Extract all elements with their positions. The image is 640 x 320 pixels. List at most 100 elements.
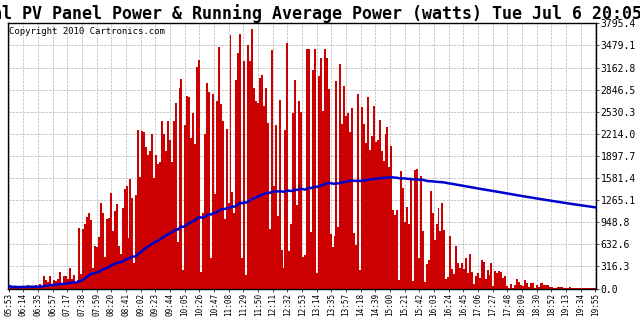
Bar [502, 278, 504, 289]
Bar [16, 288, 18, 289]
Bar [267, 123, 269, 289]
Bar [116, 204, 118, 289]
Bar [8, 286, 10, 289]
Bar [428, 260, 429, 289]
Bar [500, 272, 502, 289]
Bar [77, 280, 79, 289]
Bar [351, 108, 353, 289]
Bar [444, 229, 445, 289]
Bar [216, 101, 218, 289]
Bar [569, 287, 571, 289]
Bar [204, 134, 206, 289]
Bar [249, 61, 251, 289]
Bar [289, 251, 291, 289]
Bar [184, 125, 186, 289]
Bar [579, 288, 580, 289]
Bar [275, 125, 276, 289]
Bar [367, 98, 369, 289]
Bar [26, 286, 28, 289]
Bar [106, 219, 108, 289]
Bar [481, 260, 483, 289]
Bar [198, 60, 200, 289]
Bar [433, 240, 436, 289]
Text: Copyright 2010 Cartronics.com: Copyright 2010 Cartronics.com [9, 27, 165, 36]
Bar [72, 276, 74, 289]
Bar [39, 284, 41, 289]
Bar [263, 106, 265, 289]
Bar [259, 78, 261, 289]
Bar [499, 271, 500, 289]
Bar [355, 245, 357, 289]
Bar [86, 217, 88, 289]
Bar [479, 278, 481, 289]
Bar [221, 121, 223, 289]
Bar [65, 276, 67, 289]
Bar [214, 194, 216, 289]
Bar [473, 284, 475, 289]
Bar [108, 218, 110, 289]
Bar [335, 81, 337, 289]
Bar [28, 285, 29, 289]
Bar [182, 270, 184, 289]
Bar [177, 242, 179, 289]
Bar [414, 170, 416, 289]
Bar [74, 282, 77, 289]
Bar [510, 284, 512, 289]
Bar [467, 273, 469, 289]
Bar [271, 50, 273, 289]
Bar [37, 288, 39, 289]
Bar [63, 276, 65, 289]
Bar [526, 283, 528, 289]
Bar [261, 75, 263, 289]
Bar [35, 285, 37, 289]
Bar [141, 132, 143, 289]
Bar [322, 111, 324, 289]
Bar [29, 288, 31, 289]
Bar [320, 58, 322, 289]
Bar [280, 250, 282, 289]
Bar [337, 227, 339, 289]
Bar [94, 245, 96, 289]
Bar [24, 286, 26, 289]
Bar [84, 224, 86, 289]
Bar [278, 100, 280, 289]
Bar [255, 101, 257, 289]
Bar [490, 263, 492, 289]
Bar [453, 274, 455, 289]
Bar [122, 208, 124, 289]
Bar [545, 285, 547, 289]
Bar [312, 70, 314, 289]
Bar [237, 53, 239, 289]
Bar [212, 94, 214, 289]
Bar [357, 94, 359, 289]
Bar [541, 283, 543, 289]
Bar [175, 103, 177, 289]
Bar [455, 246, 457, 289]
Bar [477, 273, 479, 289]
Bar [538, 287, 540, 289]
Bar [140, 177, 141, 289]
Bar [520, 285, 522, 289]
Bar [79, 228, 81, 289]
Bar [381, 151, 383, 289]
Bar [465, 258, 467, 289]
Bar [451, 269, 453, 289]
Bar [188, 97, 190, 289]
Bar [234, 213, 236, 289]
Bar [292, 113, 294, 289]
Bar [112, 231, 114, 289]
Bar [179, 88, 180, 289]
Bar [131, 198, 133, 289]
Bar [365, 143, 367, 289]
Bar [573, 288, 575, 289]
Bar [512, 288, 514, 289]
Bar [540, 283, 541, 289]
Bar [196, 67, 198, 289]
Bar [447, 277, 449, 289]
Bar [494, 270, 497, 289]
Bar [129, 179, 131, 289]
Bar [571, 288, 573, 289]
Bar [385, 134, 387, 289]
Bar [589, 288, 591, 289]
Bar [486, 270, 488, 289]
